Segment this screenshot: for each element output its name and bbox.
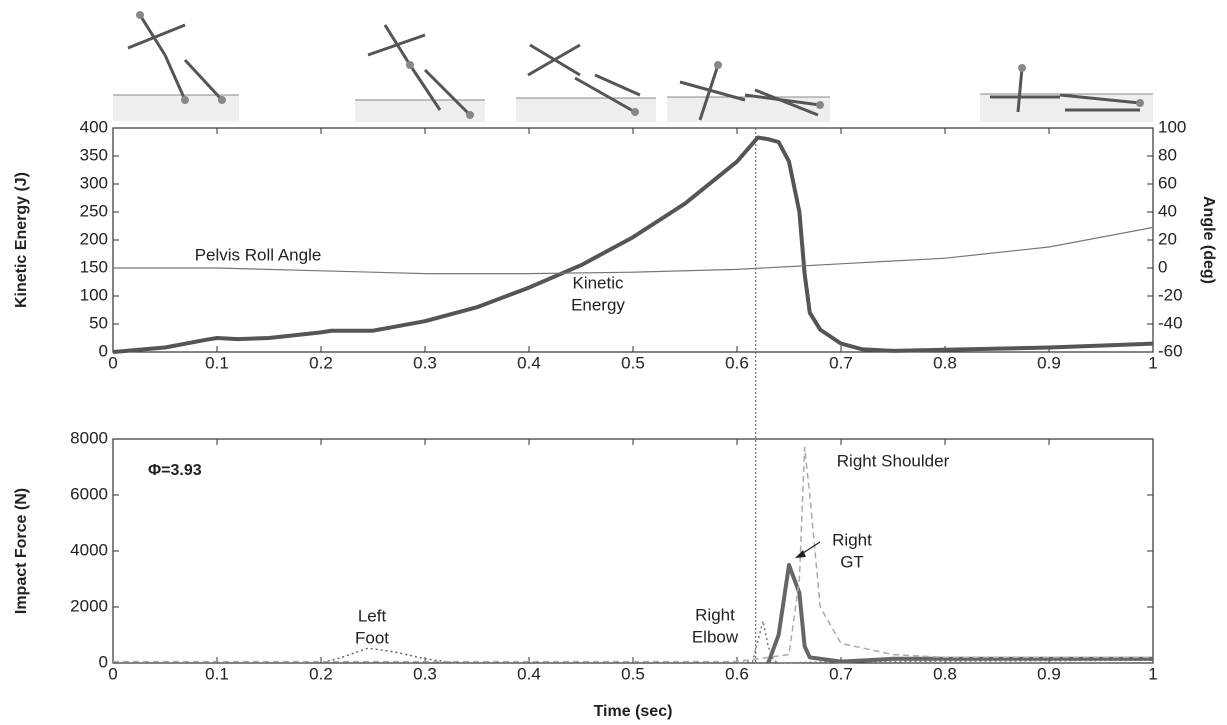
x-tick-label: 0.1 [205,664,229,683]
plot-frame [112,127,1154,353]
y2-axis-label: Angle (deg) [1200,196,1217,284]
y2-tick-label: 0 [1158,257,1167,276]
y-tick-label: 350 [80,145,108,164]
y-tick-label: 200 [80,229,108,248]
y-tick-label: 50 [89,313,108,332]
series-label: Kinetic [572,273,624,292]
series-label: Left [358,606,387,625]
annotation: Φ=3.93 [148,462,202,479]
x-tick-label: 0.9 [1037,664,1061,683]
x-tick-label: 0.5 [621,664,645,683]
series-label: Foot [355,628,389,647]
y-tick-label: 250 [80,201,108,220]
series-label: Elbow [692,627,739,646]
x-tick-label: 0.9 [1037,353,1061,372]
y2-tick-label: 80 [1158,145,1177,164]
y2-tick-label: 60 [1158,173,1177,192]
y-tick-label: 300 [80,173,108,192]
arrow-head [795,550,806,558]
series-line [112,135,1154,354]
y-tick-label: 150 [80,257,108,276]
series-label: GT [840,552,864,571]
x-tick-label: 1 [1148,664,1157,683]
x-tick-label: 0.6 [725,353,749,372]
x-tick-label: 0.1 [205,353,229,372]
series-label: Energy [571,295,625,314]
x-tick-label: 1 [1148,353,1157,372]
y-axis-label: Impact Force (N) [13,488,30,614]
x-tick-label: 0.6 [725,664,749,683]
series-label: Pelvis Roll Angle [195,245,322,264]
x-tick-label: 0.7 [829,353,853,372]
y2-tick-label: -20 [1158,285,1183,304]
y2-tick-label: -60 [1158,341,1183,360]
y2-tick-label: 40 [1158,201,1177,220]
y-tick-label: 100 [80,285,108,304]
x-tick-label: 0.7 [829,664,853,683]
y-tick-label: 400 [80,117,108,136]
series-line [113,226,1154,275]
x-axis-label: Time (sec) [594,703,673,720]
series-label: Right [832,530,872,549]
y2-tick-label: 20 [1158,229,1177,248]
series-label: Right Shoulder [837,451,950,470]
x-tick-label: 0 [108,353,117,372]
series-line [113,446,1153,663]
y-tick-label: 2000 [70,596,108,615]
y-tick-label: 8000 [70,428,108,447]
x-tick-label: 0.4 [517,664,541,683]
x-tick-label: 0.4 [517,353,541,372]
x-tick-label: 0.3 [413,353,437,372]
y-axis-label: Kinetic Energy (J) [13,172,30,308]
x-tick-label: 0.3 [413,664,437,683]
y2-tick-label: -40 [1158,313,1183,332]
y-tick-label: 0 [99,652,108,671]
x-tick-label: 0 [108,664,117,683]
x-tick-label: 0.5 [621,353,645,372]
stick-figures [113,11,1153,122]
series-label: Right [695,605,735,624]
x-tick-label: 0.2 [309,664,333,683]
plot-frame [112,438,1154,664]
series-line [766,563,1153,664]
x-tick-label: 0.2 [309,353,333,372]
y2-tick-label: 100 [1158,117,1186,136]
y-tick-label: 0 [99,341,108,360]
y-tick-label: 6000 [70,484,108,503]
x-tick-label: 0.8 [933,353,957,372]
y-tick-label: 4000 [70,540,108,559]
x-tick-label: 0.8 [933,664,957,683]
